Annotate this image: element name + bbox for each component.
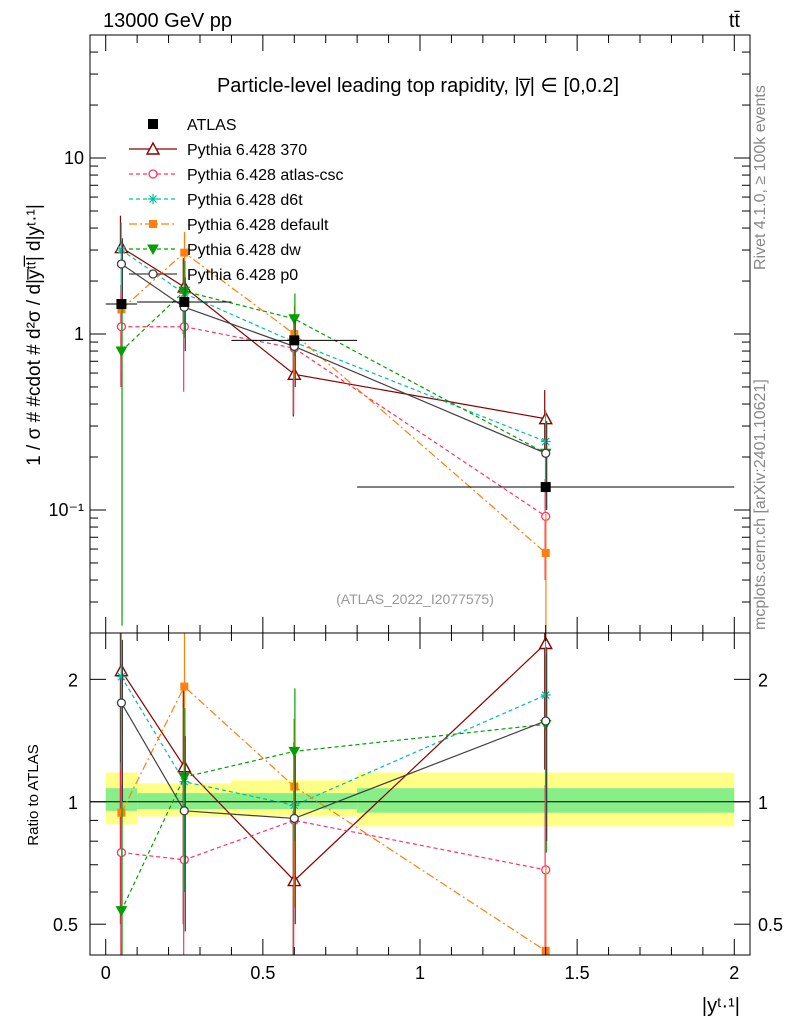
- ratio-y-tick-label: 0.5: [53, 915, 78, 935]
- legend-entry: ATLAS: [148, 117, 237, 134]
- main-series-point: [115, 346, 128, 358]
- main-series-point: [180, 248, 189, 257]
- mcplots-label: mcplots.cern.ch [arXiv:2401.10621]: [752, 379, 769, 630]
- legend-label: Pythia 6.428 p0: [187, 267, 298, 284]
- ratio-series-point: [115, 906, 128, 917]
- x-tick-label: 0: [101, 963, 111, 983]
- ratio-plot-frame: [89, 632, 751, 956]
- rivet-label: Rivet 4.1.0, ≥ 100k events: [752, 85, 769, 270]
- axis-ticks: 10 1 10⁻¹ 2 2 1 1 0.5 0.5 0 0.5 1 1.5 2: [48, 34, 783, 983]
- main-series-line: [121, 290, 546, 454]
- legend-marker: [148, 119, 158, 129]
- legend-entry: Pythia 6.428 dw: [129, 242, 301, 259]
- legend-label: Pythia 6.428 370: [187, 142, 307, 159]
- main-series-4: [115, 260, 552, 626]
- ratio-series-point: [289, 813, 299, 824]
- ratio-series-point: [178, 772, 191, 784]
- x-tick-label: 1: [415, 963, 425, 983]
- atlas-data-point: [179, 296, 190, 307]
- main-series-point: [541, 448, 551, 458]
- main-series-line: [121, 263, 546, 454]
- ratio-series-point: [179, 806, 189, 816]
- ratio-series-point: [180, 682, 189, 691]
- ratio-series-point: [116, 698, 127, 708]
- legend-marker: [145, 141, 161, 155]
- main-series-point: [178, 286, 191, 298]
- ratio-series-point: [288, 746, 301, 758]
- legend-marker: [147, 244, 159, 256]
- legend-entry: Pythia 6.428 default: [129, 217, 329, 234]
- ratio-y-tick-label-right: 0.5: [758, 915, 783, 935]
- x-tick-label: 2: [729, 963, 739, 983]
- ratio-series-line: [120, 702, 546, 820]
- legend-entry: Pythia 6.428 d6t: [129, 192, 303, 209]
- atlas-data-point: [116, 299, 127, 310]
- legend-label: Pythia 6.428 default: [187, 217, 329, 234]
- legend-entry: Pythia 6.428 atlas-csc: [129, 167, 344, 184]
- main-y-axis-label: 1 / σ # #cdot # d²σ / d|y̅ᵗᵗ̅| d|yᵗ·¹|: [24, 204, 45, 466]
- legend: ATLAS Pythia 6.428 370 Pythia 6.428 atlas-…: [129, 117, 344, 284]
- ratio-y-tick-label: 1: [68, 793, 78, 813]
- main-series-line: [121, 251, 547, 554]
- atlas-data-point: [289, 335, 300, 346]
- ratio-series-layer: [114, 633, 553, 955]
- legend-entry: Pythia 6.428 370: [129, 141, 307, 159]
- legend-label: Pythia 6.428 d6t: [187, 192, 303, 209]
- legend-label: Pythia 6.428 atlas-csc: [187, 167, 344, 184]
- main-series-2: [116, 222, 551, 497]
- analysis-id: (ATLAS_2022_I2077575): [336, 591, 494, 607]
- legend-marker: [149, 220, 157, 228]
- ratio-series-line: [120, 643, 547, 882]
- main-series-point: [288, 314, 301, 325]
- main-series-line: [121, 247, 546, 420]
- ratio-uncertainty-bands: [90, 772, 750, 827]
- legend-label: ATLAS: [187, 117, 237, 134]
- x-tick-label: 1.5: [565, 963, 590, 983]
- legend-marker: [148, 169, 158, 179]
- main-y-tick-label: 10: [64, 148, 84, 168]
- ratio-y-tick-label-right: 1: [758, 793, 768, 813]
- main-series-5: [116, 238, 551, 510]
- ratio-series-line: [121, 819, 546, 871]
- ratio-series-line: [120, 723, 546, 911]
- main-series-layer: [105, 215, 735, 633]
- ratio-series-point: [541, 716, 551, 726]
- x-axis-label: |yᵗ·¹|: [702, 995, 740, 1017]
- main-series-point: [116, 245, 127, 256]
- atlas-data-point: [540, 482, 551, 493]
- ratio-y-tick-label: 2: [68, 670, 78, 690]
- process-label: tt̄: [729, 10, 741, 32]
- x-tick-label: 0.5: [250, 963, 275, 983]
- legend-marker: [148, 269, 158, 279]
- legend-entry: Pythia 6.428 p0: [129, 267, 298, 284]
- main-series-1: [116, 284, 551, 581]
- ratio-y-axis-label: Ratio to ATLAS: [25, 744, 42, 845]
- main-y-tick-label: 10⁻¹: [48, 500, 84, 520]
- main-title: Particle-level leading top rapidity, |y̅…: [217, 75, 619, 97]
- ratio-series-line: [120, 676, 546, 806]
- ratio-series-line: [120, 685, 547, 952]
- legend-label: Pythia 6.428 dw: [187, 242, 301, 259]
- ratio-y-tick-label-right: 2: [758, 670, 768, 690]
- energy-label: 13000 GeV pp: [103, 10, 232, 32]
- ratio-series-5: [116, 639, 551, 932]
- main-y-tick-label: 1: [74, 324, 84, 344]
- legend-marker: [148, 194, 158, 204]
- main-series-line: [121, 326, 547, 517]
- ratio-series-point: [116, 671, 127, 682]
- main-series-point: [116, 259, 127, 269]
- atlas-data: [105, 296, 735, 493]
- main-series-point: [541, 548, 550, 557]
